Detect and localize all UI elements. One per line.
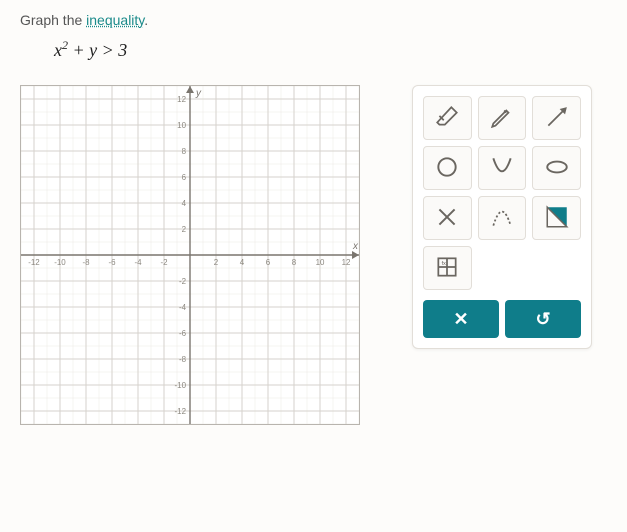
inequality-link[interactable]: inequality xyxy=(86,12,144,28)
ellipse-tool[interactable] xyxy=(532,146,581,190)
prompt-suffix: . xyxy=(144,12,148,28)
line-tool[interactable] xyxy=(532,96,581,140)
svg-text:10: 10 xyxy=(177,121,186,130)
svg-text:6: 6 xyxy=(182,173,187,182)
svg-text:-4: -4 xyxy=(179,303,187,312)
svg-text:x: x xyxy=(352,241,359,252)
fill-region-tool[interactable] xyxy=(532,196,581,240)
prompt-text: Graph the inequality. xyxy=(20,12,607,28)
eraser-tool[interactable] xyxy=(423,96,472,140)
svg-text:8: 8 xyxy=(182,147,187,156)
equation: x2 + y > 3 xyxy=(54,38,607,61)
svg-text:12: 12 xyxy=(177,95,186,104)
circle-tool[interactable] xyxy=(423,146,472,190)
parabola-icon xyxy=(489,154,515,183)
svg-text:-8: -8 xyxy=(179,355,187,364)
table-tool[interactable]: fx xyxy=(423,246,472,290)
parabola-tool[interactable] xyxy=(478,146,527,190)
x-mark-icon xyxy=(434,204,460,233)
tool-panel: fx ✕ ↺ xyxy=(412,85,592,349)
line-icon xyxy=(544,104,570,133)
dashed-parabola-tool[interactable] xyxy=(478,196,527,240)
fill-region-icon xyxy=(544,204,570,233)
eraser-icon xyxy=(434,104,460,133)
svg-text:-2: -2 xyxy=(179,277,187,286)
svg-text:-10: -10 xyxy=(175,381,187,390)
svg-text:2: 2 xyxy=(182,225,187,234)
svg-text:4: 4 xyxy=(240,258,245,267)
svg-text:-12: -12 xyxy=(175,407,187,416)
cartesian-grid: -12 -10 -8 -6 -4 -2 2 4 6 8 10 12 -12 -10 -8 -6 -4 -2 2 4 6 8… xyxy=(21,86,359,424)
svg-text:-8: -8 xyxy=(82,258,90,267)
svg-text:fx: fx xyxy=(442,260,447,266)
undo-button[interactable]: ↺ xyxy=(505,300,581,338)
x-mark-tool[interactable] xyxy=(423,196,472,240)
svg-text:8: 8 xyxy=(292,258,297,267)
circle-icon xyxy=(434,154,460,183)
svg-text:12: 12 xyxy=(342,258,351,267)
svg-text:-2: -2 xyxy=(160,258,168,267)
svg-text:-10: -10 xyxy=(54,258,66,267)
dashed-parabola-icon xyxy=(489,204,515,233)
svg-text:-12: -12 xyxy=(28,258,40,267)
table-icon: fx xyxy=(434,254,460,283)
svg-text:6: 6 xyxy=(266,258,271,267)
prompt-prefix: Graph the xyxy=(20,12,86,28)
svg-text:-6: -6 xyxy=(179,329,187,338)
close-button[interactable]: ✕ xyxy=(423,300,499,338)
svg-text:-4: -4 xyxy=(134,258,142,267)
svg-text:4: 4 xyxy=(182,199,187,208)
ellipse-icon xyxy=(544,154,570,183)
svg-text:10: 10 xyxy=(316,258,325,267)
pencil-tool[interactable] xyxy=(478,96,527,140)
svg-text:2: 2 xyxy=(214,258,219,267)
graph-area[interactable]: -12 -10 -8 -6 -4 -2 2 4 6 8 10 12 -12 -10 -8 -6 -4 -2 2 4 6 8… xyxy=(20,85,360,425)
pencil-icon xyxy=(489,104,515,133)
svg-text:y: y xyxy=(195,88,202,99)
svg-text:-6: -6 xyxy=(108,258,116,267)
